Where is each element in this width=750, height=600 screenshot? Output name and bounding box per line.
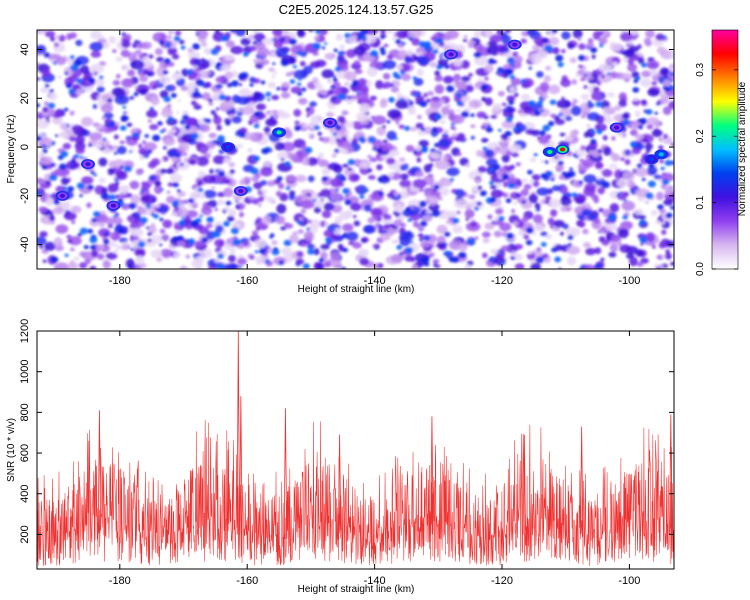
spectrogram-y-ticks: -40 -20 0 20 40 (19, 43, 674, 253)
x-tick-label-3: -120 (491, 575, 513, 587)
colorbar-tick-label-2: 0.2 (695, 129, 706, 143)
snr-y-ticks: 200 400 600 800 1000 1200 (19, 319, 674, 544)
hotspot-12 (507, 39, 522, 50)
snr-peak-5 (430, 416, 434, 535)
snr-peak-0 (236, 331, 240, 535)
hotspot-10 (106, 200, 121, 211)
x-tick-label-2: -140 (364, 275, 386, 287)
x-tick-label-2: -140 (364, 575, 386, 587)
y-tick-label-0: -40 (19, 237, 31, 253)
y-tick-label-1: -20 (19, 188, 31, 204)
hotspot-7 (55, 190, 70, 201)
spectrogram-hotspots (55, 39, 669, 211)
snr-x-ticks: -180 -160 -140 -120 -100 (109, 331, 640, 587)
x-tick-label-1: -160 (236, 575, 258, 587)
colorbar-tick-label-0: 0.0 (695, 262, 706, 276)
x-tick-label-4: -100 (618, 575, 640, 587)
snr-peak-6 (522, 434, 526, 535)
x-tick-label-0: -180 (109, 275, 131, 287)
hotspot-3 (221, 142, 236, 153)
snr-series-line (37, 419, 674, 567)
hotspot-0 (555, 144, 570, 155)
snr-x-axis-label: Height of straight line (km) (298, 584, 415, 595)
hotspot-11 (444, 49, 459, 60)
y-tick-label-2: 0 (19, 144, 31, 150)
colorbar-label: Normalized spectral amplitude (737, 81, 748, 216)
hotspot-8 (233, 185, 248, 196)
y-tick-label-4: 1000 (19, 359, 31, 383)
colorbar-ticks: 0.0 0.1 0.2 0.3 (695, 62, 738, 276)
y-tick-label-0: 200 (19, 525, 31, 543)
snr-peaks (97, 331, 673, 535)
snr-peak-2 (97, 410, 102, 535)
y-tick-label-3: 800 (19, 403, 31, 421)
snr-peak-4 (337, 434, 342, 535)
y-tick-label-1: 400 (19, 485, 31, 503)
x-tick-label-4: -100 (618, 275, 640, 287)
y-tick-label-2: 600 (19, 444, 31, 462)
y-tick-label-4: 40 (19, 43, 31, 55)
snr-peak-1 (239, 396, 243, 535)
hotspot-1 (542, 146, 557, 157)
snr-peak-7 (580, 426, 584, 535)
x-tick-label-3: -120 (491, 275, 513, 287)
colorbar: 0.0 0.1 0.2 0.3 Normalized spectral amplitu… (695, 29, 748, 276)
x-tick-label-1: -160 (236, 275, 258, 287)
hotspot-6 (80, 159, 95, 170)
x-tick-label-0: -180 (109, 575, 131, 587)
colorbar-gradient (711, 29, 739, 270)
snr-panel: -180 -160 -140 -120 -100 200 400 600 800 1000 120… (6, 319, 675, 595)
hotspot-13 (609, 122, 624, 133)
snr-frame (36, 330, 675, 570)
y-tick-label-5: 1200 (19, 319, 31, 343)
snr-peak-8 (669, 414, 673, 535)
spectrogram-x-axis-label: Height of straight line (km) (298, 284, 415, 295)
snr-y-axis-label: SNR (10 * v/v) (6, 418, 17, 482)
spectrogram-frame (36, 29, 675, 270)
spectrogram-panel: -180 -160 -140 -120 -100 -40 -20 0 20 40 Height … (6, 29, 675, 295)
hotspot-9 (323, 117, 338, 128)
y-tick-label-3: 20 (19, 92, 31, 104)
colorbar-tick-label-1: 0.1 (695, 195, 706, 209)
hotspot-5 (644, 154, 659, 165)
snr-peak-3 (283, 408, 288, 535)
chart-title: C2E5.2025.124.13.57.G25 (279, 2, 434, 17)
hotspot-2 (272, 127, 287, 138)
spectrogram-y-axis-label: Frequency (Hz) (6, 115, 17, 184)
spectrogram-x-ticks: -180 -160 -140 -120 -100 (109, 30, 640, 287)
colorbar-tick-label-3: 0.3 (695, 62, 706, 76)
